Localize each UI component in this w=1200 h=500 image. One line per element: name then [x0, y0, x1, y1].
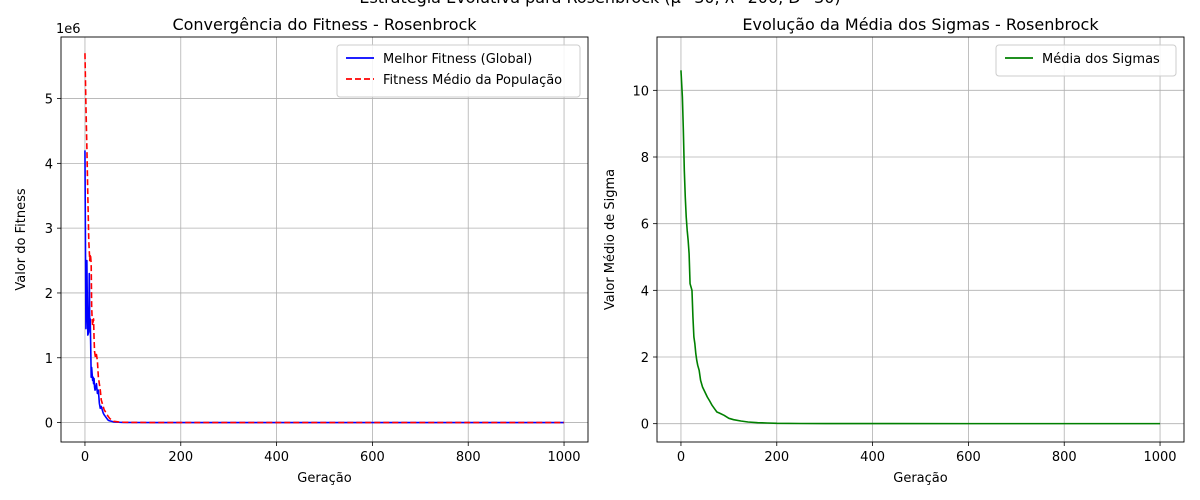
x-axis-label: Geração [893, 471, 947, 486]
chart-title: Convergência do Fitness - Rosenbrock [172, 15, 477, 34]
x-tick-label: 400 [264, 450, 289, 465]
y-tick-label: 4 [641, 284, 649, 299]
legend-box [995, 44, 1177, 77]
y-tick-label: 5 [45, 93, 53, 108]
sigma-evolution-chart: 0 200 400 600 800 1000 0 2 4 6 8 10 Evolução da Médi… [603, 15, 1185, 486]
y-tick-label: 2 [641, 351, 649, 366]
legend-label-1: Fitness Médio da População [383, 73, 562, 88]
y-tick-label: 8 [641, 151, 649, 166]
x-tick-label: 200 [168, 450, 193, 465]
y-tick-label: 6 [641, 218, 649, 233]
x-tick-label: 600 [956, 450, 981, 465]
legend-label-0: Média dos Sigmas [1042, 52, 1160, 67]
legend-box [336, 44, 581, 98]
y-tick-label: 0 [641, 418, 649, 433]
y-tick-label: 2 [45, 287, 53, 302]
series-line-0 [84, 150, 565, 424]
legend-label-0: Melhor Fitness (Global) [383, 52, 532, 67]
y-tick-label: 4 [45, 157, 53, 172]
y-axis-label: Valor Médio de Sigma [603, 169, 618, 310]
chart-title: Evolução da Média dos Sigmas - Rosenbroc… [742, 15, 1099, 34]
x-tick-label: 400 [860, 450, 885, 465]
y-tick-label: 1 [45, 352, 53, 367]
figure-suptitle: Estratégia Evolutiva para Rosenbrock (μ=… [359, 0, 840, 7]
x-tick-label: 800 [456, 450, 481, 465]
y-offset-label: 1e6 [56, 22, 81, 37]
series-line-0 [680, 70, 1161, 425]
y-axis-label: Valor do Fitness [14, 188, 29, 290]
x-tick-label: 200 [764, 450, 789, 465]
series-line-1 [84, 53, 565, 424]
y-tick-label: 3 [45, 222, 53, 237]
y-tick-label: 10 [632, 84, 649, 99]
x-axis-label: Geração [297, 471, 351, 486]
axes-frame [60, 36, 589, 443]
x-tick-label: 800 [1052, 450, 1077, 465]
x-tick-label: 600 [360, 450, 385, 465]
fitness-convergence-chart: 0 200 400 600 800 1000 0 1 2 3 4 5 Convergência do F… [14, 15, 589, 486]
axes-frame [656, 36, 1185, 443]
x-tick-label: 1000 [547, 450, 580, 465]
x-tick-label: 1000 [1143, 450, 1176, 465]
y-tick-label: 0 [45, 417, 53, 432]
x-tick-label: 0 [81, 450, 89, 465]
x-tick-label: 0 [677, 450, 685, 465]
